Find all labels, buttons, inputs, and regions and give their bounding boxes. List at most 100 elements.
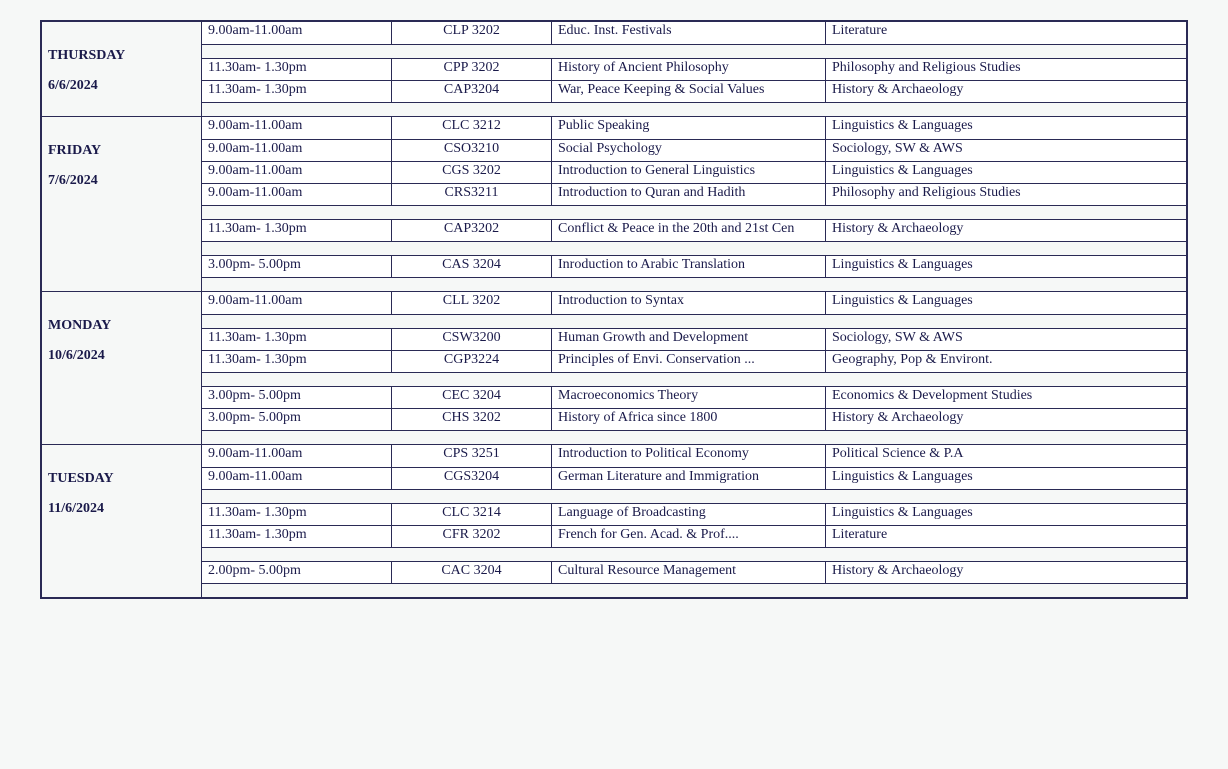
department-cell: Geography, Pop & Environt. [826, 351, 1186, 372]
course-title-cell: Public Speaking [552, 117, 826, 139]
department-cell: Economics & Development Studies [826, 387, 1186, 408]
time-cell: 11.30am- 1.30pm [202, 81, 392, 102]
course-code-cell: CPS 3251 [392, 445, 552, 467]
day-block: THURSDAY6/6/20249.00am-11.00amCLP 3202Ed… [42, 22, 1186, 117]
course-code-cell: CLC 3212 [392, 117, 552, 139]
time-cell: 11.30am- 1.30pm [202, 329, 392, 350]
day-date: 7/6/2024 [48, 173, 195, 189]
course-code-cell: CGS3204 [392, 468, 552, 489]
course-code-cell: CSO3210 [392, 140, 552, 161]
course-code-cell: CLP 3202 [392, 22, 552, 44]
department-cell: History & Archaeology [826, 220, 1186, 241]
table-row: 9.00am-11.00amCGS3204 German Literature … [202, 467, 1186, 489]
department-cell: Philosophy and Religious Studies [826, 59, 1186, 80]
course-code-cell: CHS 3202 [392, 409, 552, 430]
department-cell: History & Archaeology [826, 409, 1186, 430]
time-cell: 9.00am-11.00am [202, 184, 392, 205]
time-cell: 11.30am- 1.30pm [202, 220, 392, 241]
table-row: 3.00pm- 5.00pmCAS 3204Inroduction to Ara… [202, 255, 1186, 277]
time-cell: 11.30am- 1.30pm [202, 504, 392, 525]
group-spacer [202, 205, 1186, 219]
department-cell: Linguistics & Languages [826, 256, 1186, 277]
day-date: 6/6/2024 [48, 78, 195, 94]
department-cell: Linguistics & Languages [826, 468, 1186, 489]
course-code-cell: CAS 3204 [392, 256, 552, 277]
time-cell: 11.30am- 1.30pm [202, 59, 392, 80]
course-code-cell: CEC 3204 [392, 387, 552, 408]
group-spacer [202, 489, 1186, 503]
group-spacer [202, 547, 1186, 561]
course-title-cell: Introduction to Syntax [552, 292, 826, 314]
day-block: FRIDAY7/6/20249.00am-11.00amCLC 3212Publ… [42, 117, 1186, 292]
table-row: 9.00am-11.00amCLL 3202Introduction to Sy… [202, 292, 1186, 314]
course-title-cell: Introduction to General Linguistics [552, 162, 826, 183]
course-code-cell: CAP3204 [392, 81, 552, 102]
course-title-cell: Introduction to Quran and Hadith [552, 184, 826, 205]
day-name: TUESDAY [48, 471, 195, 487]
table-row: 11.30am- 1.30pmCPP 3202History of Ancien… [202, 58, 1186, 80]
course-title-cell: Human Growth and Development [552, 329, 826, 350]
time-cell: 3.00pm- 5.00pm [202, 256, 392, 277]
course-title-cell: Inroduction to Arabic Translation [552, 256, 826, 277]
course-title-cell: Introduction to Political Economy [552, 445, 826, 467]
table-row: 3.00pm- 5.00pmCHS 3202History of Africa … [202, 408, 1186, 430]
course-code-cell: CLC 3214 [392, 504, 552, 525]
department-cell: Political Science & P.A [826, 445, 1186, 467]
time-cell: 9.00am-11.00am [202, 468, 392, 489]
group-spacer [202, 241, 1186, 255]
group-spacer [202, 102, 1186, 116]
course-title-cell: Conflict & Peace in the 20th and 21st Ce… [552, 220, 826, 241]
course-code-cell: CPP 3202 [392, 59, 552, 80]
department-cell: Linguistics & Languages [826, 117, 1186, 139]
course-code-cell: CFR 3202 [392, 526, 552, 547]
day-content: 9.00am-11.00amCPS 3251Introduction to Po… [202, 445, 1186, 597]
table-row: 11.30am- 1.30pmCFR 3202French for Gen. A… [202, 525, 1186, 547]
time-cell: 11.30am- 1.30pm [202, 351, 392, 372]
day-date: 10/6/2024 [48, 348, 195, 364]
course-title-cell: History of Africa since 1800 [552, 409, 826, 430]
course-title-cell: German Literature and Immigration [552, 468, 826, 489]
table-row: 11.30am- 1.30pmCAP3204War, Peace Keeping… [202, 80, 1186, 102]
day-name: FRIDAY [48, 143, 195, 159]
group-spacer [202, 430, 1186, 444]
day-label: MONDAY10/6/2024 [42, 292, 202, 444]
table-row: 9.00am-11.00amCGS 3202Introduction to Ge… [202, 161, 1186, 183]
group-spacer [202, 314, 1186, 328]
day-content: 9.00am-11.00amCLC 3212Public SpeakingLin… [202, 117, 1186, 291]
department-cell: History & Archaeology [826, 562, 1186, 583]
course-title-cell: French for Gen. Acad. & Prof.... [552, 526, 826, 547]
course-title-cell: Social Psychology [552, 140, 826, 161]
table-row: 9.00am-11.00amCRS3211Introduction to Qur… [202, 183, 1186, 205]
course-code-cell: CAC 3204 [392, 562, 552, 583]
group-spacer [202, 277, 1186, 291]
course-code-cell: CGS 3202 [392, 162, 552, 183]
day-content: 9.00am-11.00amCLL 3202Introduction to Sy… [202, 292, 1186, 444]
department-cell: Literature [826, 526, 1186, 547]
course-code-cell: CLL 3202 [392, 292, 552, 314]
department-cell: Linguistics & Languages [826, 292, 1186, 314]
course-code-cell: CSW3200 [392, 329, 552, 350]
course-code-cell: CAP3202 [392, 220, 552, 241]
course-title-cell: Macroeconomics Theory [552, 387, 826, 408]
table-row: 3.00pm- 5.00pmCEC 3204Macroeconomics The… [202, 386, 1186, 408]
course-title-cell: Cultural Resource Management [552, 562, 826, 583]
department-cell: History & Archaeology [826, 81, 1186, 102]
day-date: 11/6/2024 [48, 501, 195, 517]
day-label: FRIDAY 7/6/2024 [42, 117, 202, 291]
time-cell: 9.00am-11.00am [202, 292, 392, 314]
department-cell: Sociology, SW & AWS [826, 140, 1186, 161]
table-row: 11.30am- 1.30pmCGP3224Principles of Envi… [202, 350, 1186, 372]
department-cell: Literature [826, 22, 1186, 44]
day-label: TUESDAY 11/6/2024 [42, 445, 202, 597]
time-cell: 3.00pm- 5.00pm [202, 409, 392, 430]
course-title-cell: Language of Broadcasting [552, 504, 826, 525]
table-row: 9.00am-11.00amCPS 3251Introduction to Po… [202, 445, 1186, 467]
time-cell: 9.00am-11.00am [202, 162, 392, 183]
department-cell: Philosophy and Religious Studies [826, 184, 1186, 205]
time-cell: 11.30am- 1.30pm [202, 526, 392, 547]
department-cell: Linguistics & Languages [826, 504, 1186, 525]
time-cell: 9.00am-11.00am [202, 445, 392, 467]
day-block: TUESDAY 11/6/2024 9.00am-11.00amCPS 3251In… [42, 445, 1186, 597]
exam-timetable: THURSDAY6/6/20249.00am-11.00amCLP 3202Ed… [40, 20, 1188, 599]
time-cell: 9.00am-11.00am [202, 140, 392, 161]
